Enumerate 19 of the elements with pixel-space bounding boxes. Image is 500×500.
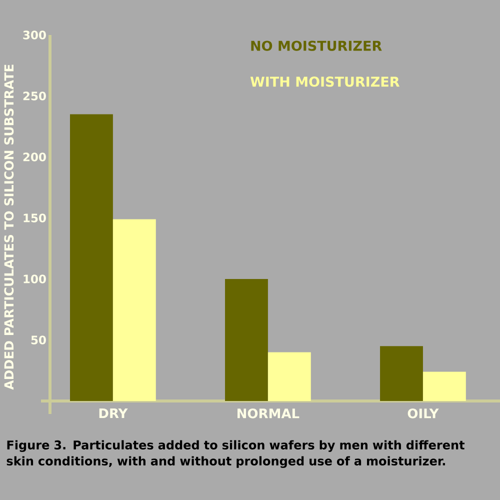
bar <box>422 372 466 401</box>
bar <box>268 352 311 401</box>
x-tick-label: NORMAL <box>238 408 300 418</box>
y-tick-label: 300 <box>23 30 46 40</box>
text: WITH MOISTURIZER <box>250 76 400 87</box>
y-tick-label: 50 <box>31 336 46 344</box>
bar <box>380 346 423 401</box>
y-axis-title: ADDED PARTICULATES TO SILICON SUBSTRATE <box>4 64 14 390</box>
caption: Figure 3. Particulates added to silicon wafers by men with different skin conditions, with and without prolonged use of a moisturizer. <box>6 440 465 468</box>
y-tick-label: 250 <box>23 92 46 100</box>
y-tick-label: 200 <box>23 152 46 162</box>
bar <box>112 219 156 401</box>
y-tick-label: 150 <box>24 214 46 222</box>
x-tick-label: DRY <box>99 408 128 418</box>
bar <box>70 114 113 401</box>
text: NO MOISTURIZER <box>251 40 382 51</box>
x-tick-label: OILY <box>408 408 439 418</box>
bar <box>225 279 268 401</box>
y-tick-label: 100 <box>24 274 46 284</box>
